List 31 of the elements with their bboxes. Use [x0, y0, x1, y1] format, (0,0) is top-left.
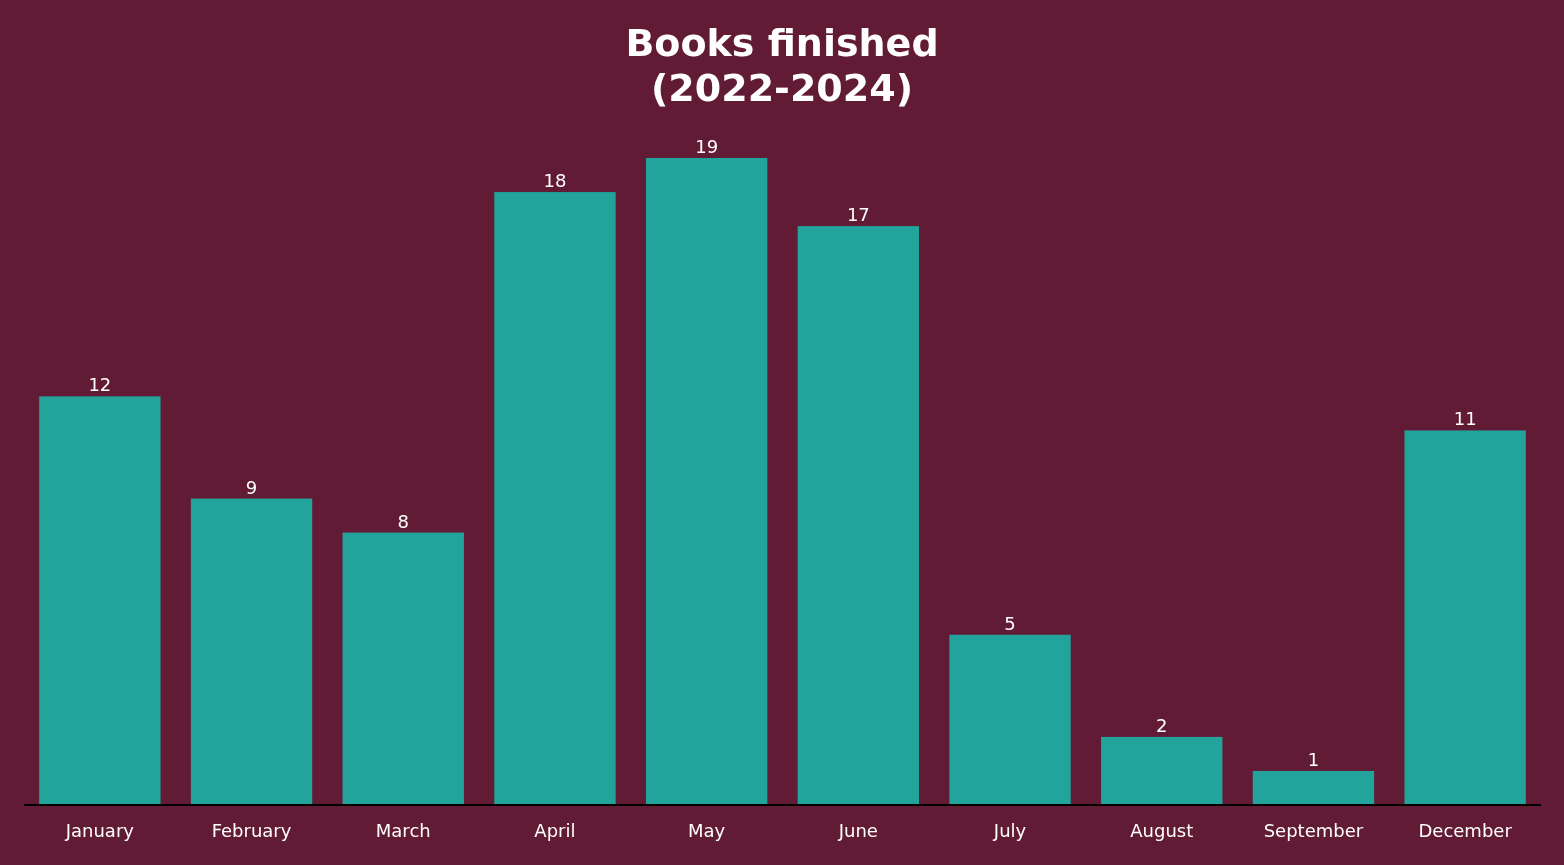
- x-tick-label: April: [534, 820, 576, 841]
- x-tick-label: December: [1418, 820, 1513, 841]
- bar: [797, 226, 920, 805]
- bar: [1101, 736, 1223, 805]
- bar: [342, 532, 464, 805]
- bar: [39, 396, 161, 805]
- data-label: 8: [397, 510, 409, 532]
- x-tick-label: March: [375, 820, 431, 841]
- data-label: 18: [543, 170, 567, 192]
- data-label: 12: [88, 374, 112, 396]
- data-label: 9: [245, 476, 258, 498]
- bar: [1404, 430, 1526, 805]
- x-tick-label: September: [1263, 820, 1364, 841]
- bar: [494, 192, 616, 805]
- bar: [645, 158, 768, 805]
- x-tick-label: August: [1130, 820, 1194, 841]
- x-tick-label: January: [64, 820, 135, 841]
- data-label: 19: [695, 136, 719, 157]
- bar: [190, 498, 313, 805]
- x-tick-label: June: [837, 820, 878, 841]
- x-tick-label: February: [211, 820, 292, 841]
- chart-title: Books finished (2022-2024): [625, 21, 939, 110]
- data-label: 5: [1004, 612, 1016, 634]
- data-label: 11: [1453, 408, 1477, 430]
- bar: [1252, 770, 1375, 805]
- data-label: 2: [1156, 714, 1168, 736]
- bar: [949, 634, 1071, 805]
- x-tick-label: May: [688, 820, 726, 841]
- data-label: 17: [846, 204, 870, 226]
- x-tick-label: July: [992, 820, 1027, 841]
- data-label: 1: [1307, 748, 1320, 770]
